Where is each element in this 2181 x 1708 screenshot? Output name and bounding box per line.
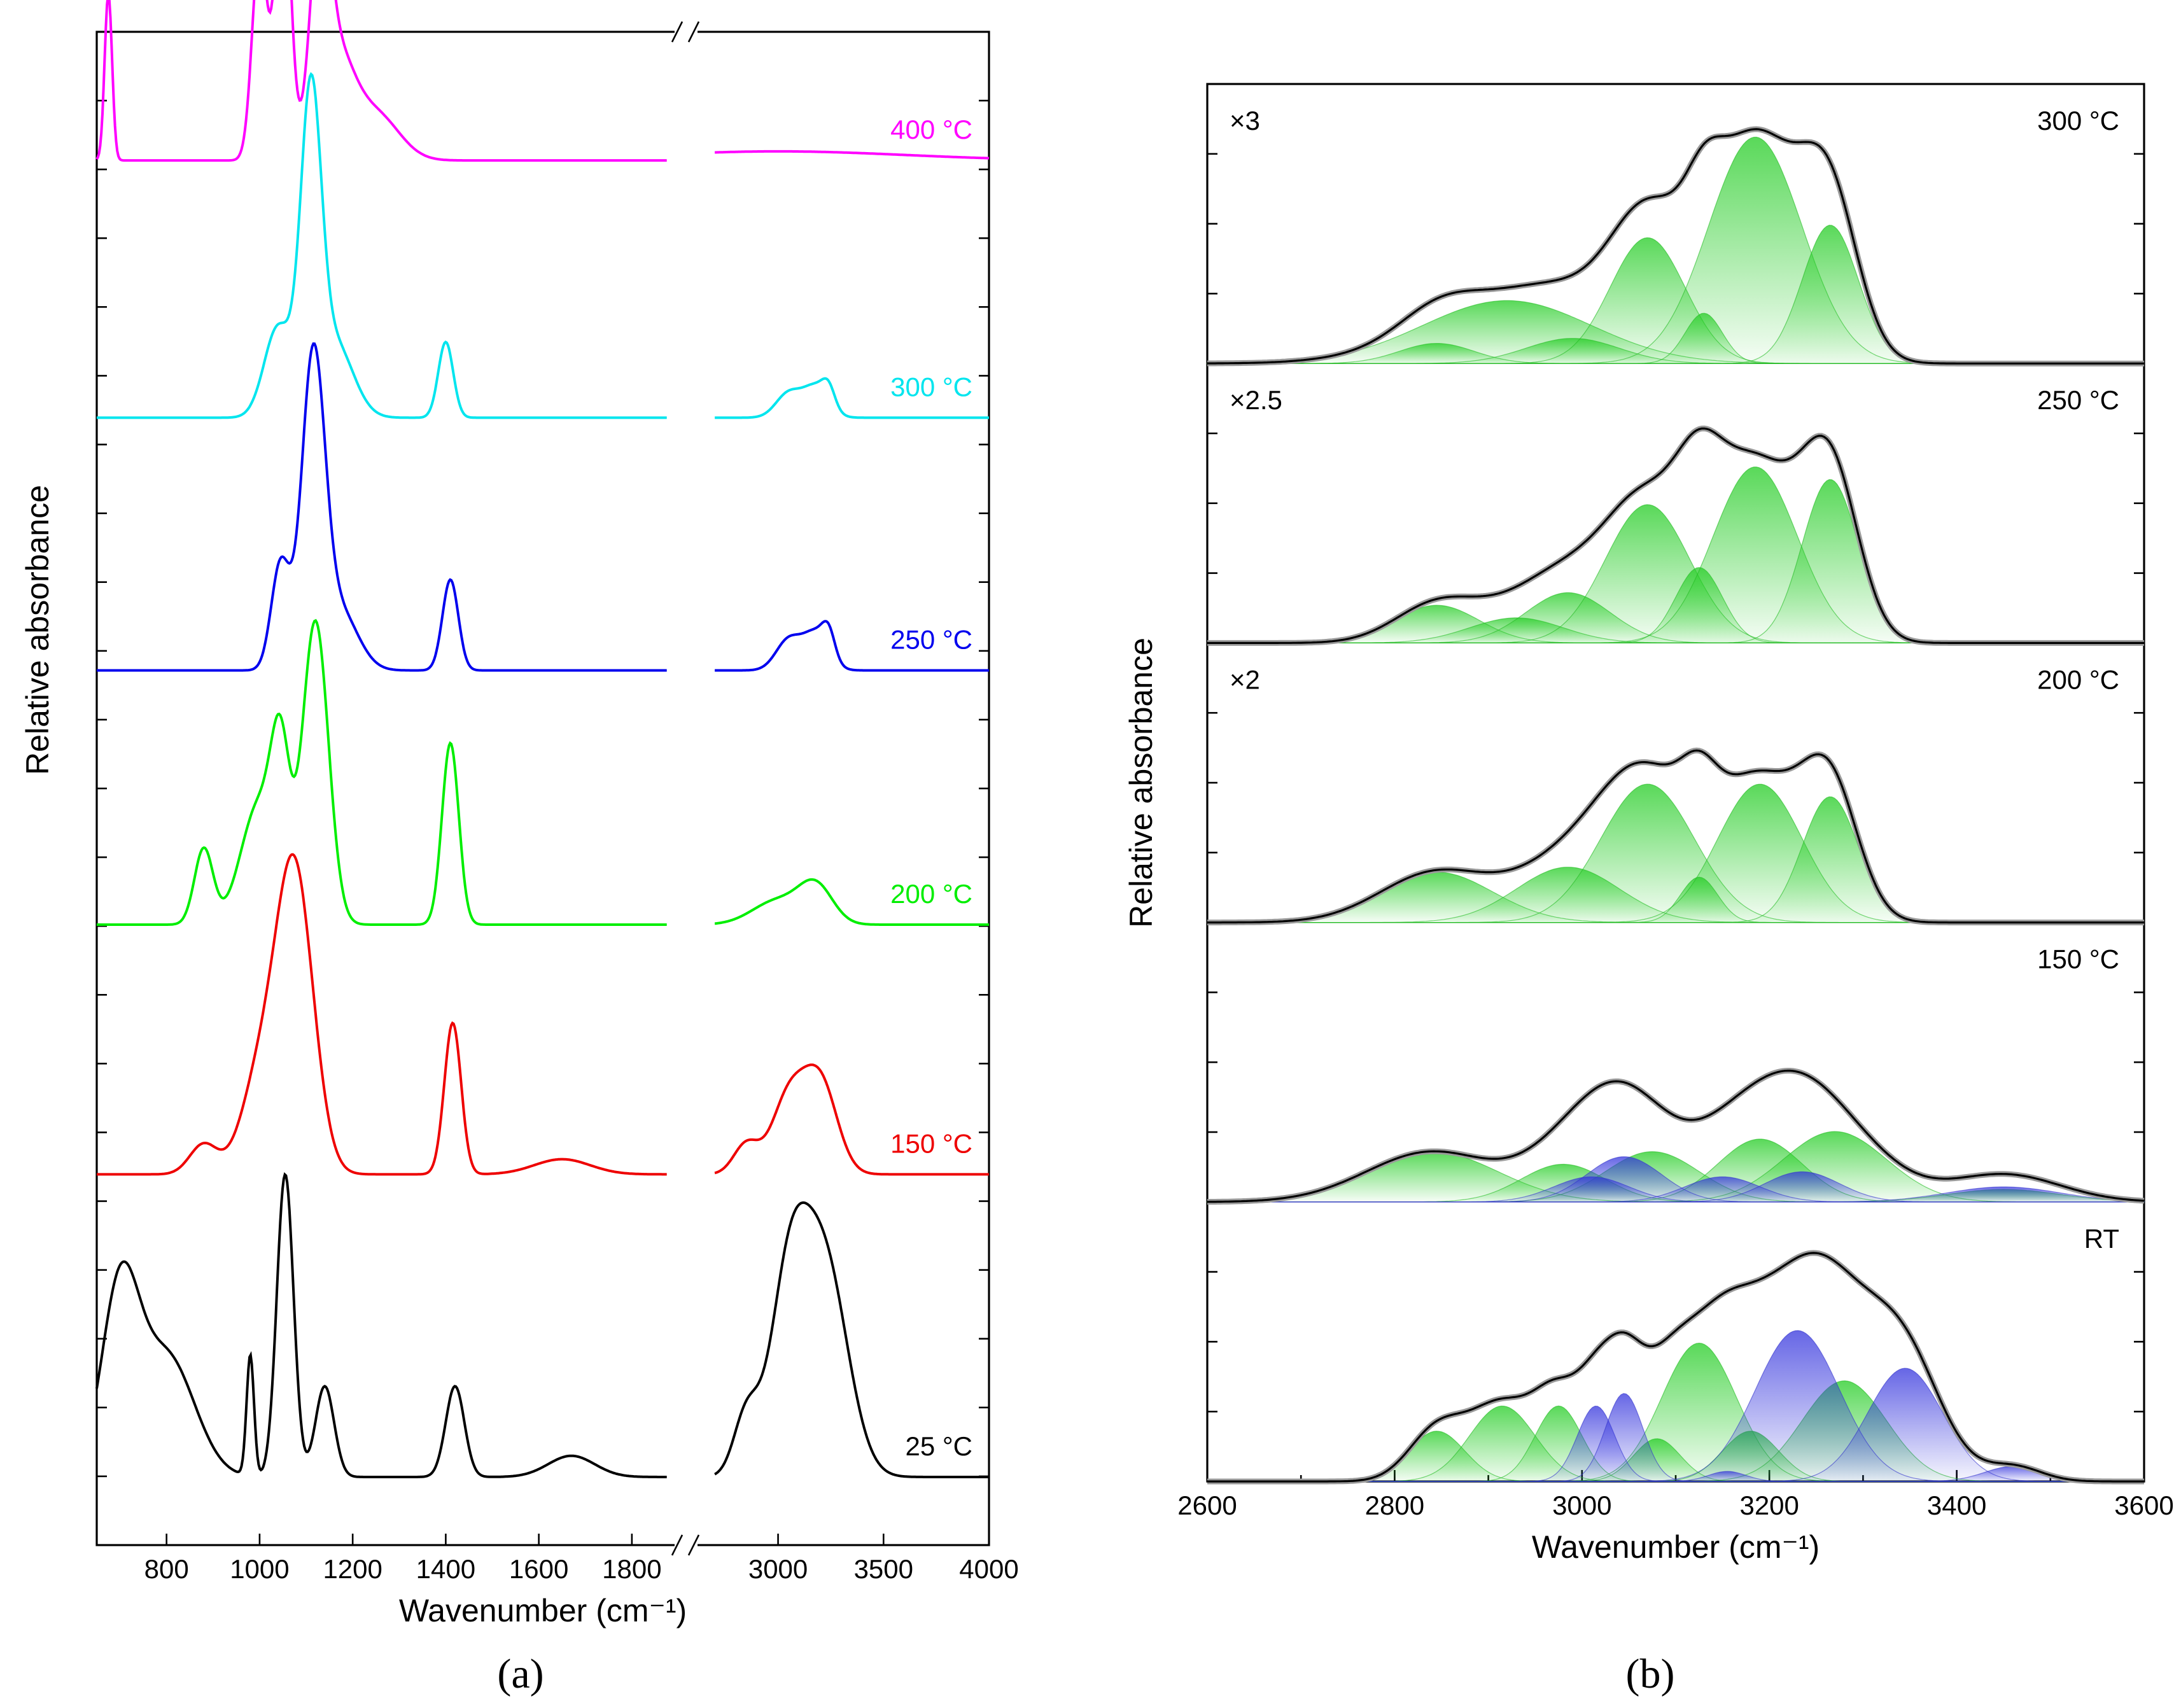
spectrum-line-left xyxy=(95,0,667,162)
axis-break-mark xyxy=(687,21,700,43)
x-tick-label: 3000 xyxy=(748,1554,808,1584)
series-label: 150 °C xyxy=(890,1128,972,1158)
series-label: 200 °C xyxy=(2037,664,2119,694)
scale-factor-label: ×2.5 xyxy=(1230,385,1282,415)
fit-envelope-line xyxy=(1207,749,2144,924)
series-label: 300 °C xyxy=(2037,106,2119,136)
spectrum-line-right xyxy=(715,620,989,672)
x-tick-label: 1200 xyxy=(323,1554,382,1584)
x-tick-label: 2800 xyxy=(1365,1490,1424,1520)
axis-break-mark xyxy=(687,1534,700,1556)
series-label: 300 °C xyxy=(890,372,972,402)
spectrum-line-left xyxy=(97,853,667,1176)
spectrum-line-left xyxy=(97,619,667,926)
axis-break-marks xyxy=(671,21,700,1556)
panel-b-curves xyxy=(1207,126,2145,1485)
x-tick-label: 1600 xyxy=(509,1554,568,1584)
x-tick-label: 3200 xyxy=(1739,1490,1799,1520)
panel-b: 2600 2800 3000 3200 3400 3600 300 °C ×3 250 °C ×… xyxy=(1123,83,2174,1697)
spectrum-line-right xyxy=(715,150,990,160)
green-component xyxy=(1207,136,2144,364)
fit-envelope-line xyxy=(1207,128,2144,365)
panel-a: 800 1000 1200 1400 1600 1800 3000 3500 4000 400 … xyxy=(20,0,1019,1697)
blue-component xyxy=(1207,1186,2145,1203)
panel-a-frame xyxy=(95,31,990,1546)
x-tick-label: 800 xyxy=(144,1554,189,1584)
panel-a-label: (a) xyxy=(497,1651,543,1697)
panel-a-curves xyxy=(95,0,990,1478)
fit-envelope-line xyxy=(1207,427,2144,644)
series-label: 200 °C xyxy=(890,879,972,909)
fit-envelope-line xyxy=(1207,1252,2144,1483)
scale-factor-label: ×2 xyxy=(1230,664,1260,694)
spectrum-line-right xyxy=(714,1063,989,1176)
panel-b-x-axis-label: Wavenumber (cm⁻¹) xyxy=(1532,1529,1820,1565)
x-tick-label: 2600 xyxy=(1177,1490,1237,1520)
series-label: 25 °C xyxy=(905,1431,972,1461)
x-tick-label: 3000 xyxy=(1552,1490,1611,1520)
x-tick-label: 4000 xyxy=(959,1554,1018,1584)
panel-b-y-axis-label: Relative absorbance xyxy=(1123,638,1159,928)
series-label: 400 °C xyxy=(890,115,972,144)
series-label: 250 °C xyxy=(2037,385,2119,415)
x-tick-label: 1000 xyxy=(230,1554,289,1584)
series-label: RT xyxy=(2084,1224,2119,1254)
spectrum-line-right xyxy=(714,1201,989,1478)
panel-a-ticks: 800 1000 1200 1400 1600 1800 3000 3500 4000 xyxy=(97,99,1019,1584)
spectrum-line-right xyxy=(715,878,989,926)
fit-envelope-line xyxy=(1207,1069,2145,1203)
panel-a-x-axis-label: Wavenumber (cm⁻¹) xyxy=(399,1593,687,1628)
panel-b-series-labels: 300 °C ×3 250 °C ×2.5 200 °C ×2 150 °C RT xyxy=(1230,106,2119,1254)
panel-a-y-axis-label: Relative absorbance xyxy=(20,485,55,775)
series-label: 250 °C xyxy=(890,625,972,655)
panel-a-series-labels: 400 °C 300 °C 250 °C 200 °C 150 °C 25 °C xyxy=(890,115,972,1461)
axis-break-mark xyxy=(671,1534,684,1556)
x-tick-label: 1400 xyxy=(416,1554,475,1584)
spectrum-line-left xyxy=(97,72,667,419)
spectrum-line-right xyxy=(715,377,989,419)
series-label: 150 °C xyxy=(2037,944,2119,974)
axis-break-mark xyxy=(671,21,684,43)
x-tick-label: 1800 xyxy=(602,1554,661,1584)
spectrum-line-left xyxy=(95,1172,667,1478)
x-tick-label: 3500 xyxy=(854,1554,913,1584)
scale-factor-label: ×3 xyxy=(1230,106,1260,136)
panel-b-label: (b) xyxy=(1626,1651,1675,1697)
x-tick-label: 3400 xyxy=(1927,1490,1986,1520)
spectrum-line-left xyxy=(97,342,667,672)
x-tick-label: 3600 xyxy=(2114,1490,2173,1520)
panel-b-ticks: 2600 2800 3000 3200 3400 3600 xyxy=(1177,153,2174,1520)
